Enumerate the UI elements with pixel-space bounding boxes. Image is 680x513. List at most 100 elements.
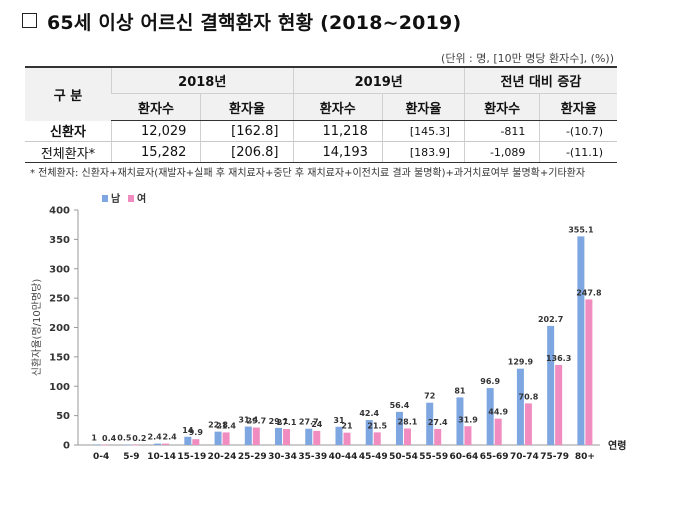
x-tick-label: 75-79 bbox=[540, 452, 569, 462]
data-label-female: 2.4 bbox=[163, 433, 178, 442]
bar-male bbox=[184, 436, 192, 445]
x-tick-label: 70-74 bbox=[510, 452, 539, 462]
x-tick-label: 50-54 bbox=[389, 452, 418, 462]
table-cell: -(11.1) bbox=[539, 141, 617, 163]
x-tick-label: 80+ bbox=[575, 452, 595, 462]
data-label-male: 14 bbox=[182, 426, 194, 435]
bar-female bbox=[403, 428, 411, 445]
header-gubun: 구 분 bbox=[25, 66, 112, 121]
bar-female bbox=[555, 364, 563, 445]
data-label-male: 31.4 bbox=[238, 416, 258, 425]
subheader-patients: 환자수 bbox=[463, 93, 540, 121]
unit-note: (단위 : 명, [10만 명당 환자수], (%)) bbox=[441, 52, 614, 65]
bar-male bbox=[244, 426, 252, 445]
bar-male bbox=[486, 388, 494, 445]
table-cell: 14,193 bbox=[292, 141, 383, 163]
subheader-rate: 환자율 bbox=[539, 93, 617, 121]
y-axis-label: 신환자율(명/10만명당) bbox=[31, 279, 43, 377]
bar-female bbox=[585, 299, 593, 445]
data-label-female: 29.7 bbox=[246, 417, 266, 426]
x-tick-label: 20-24 bbox=[208, 452, 237, 462]
table-row: 신환자 12,029 [162.8] 11,218 [145.3] -811 -… bbox=[25, 120, 617, 142]
table-cell: -811 bbox=[463, 120, 540, 142]
data-label-female: 24 bbox=[311, 420, 323, 429]
legend-label-female: 여 bbox=[137, 192, 146, 205]
bar-female bbox=[494, 418, 502, 445]
bar-male bbox=[365, 420, 373, 445]
data-label-male: 22.8 bbox=[208, 421, 228, 430]
y-tick-label: 0 bbox=[63, 441, 70, 452]
bar-female bbox=[101, 444, 109, 446]
data-label-female: 21.5 bbox=[367, 421, 387, 430]
checkbox-square-icon bbox=[22, 13, 37, 28]
table-cell: 12,029 bbox=[110, 120, 201, 142]
page-title: 65세 이상 어르신 결핵환자 현황 (2018~2019) bbox=[22, 8, 461, 35]
data-label-male: 81 bbox=[454, 386, 466, 395]
data-label-male: 2.4 bbox=[148, 433, 163, 442]
bar-female bbox=[434, 428, 442, 445]
data-label-male: 42.4 bbox=[359, 409, 379, 418]
bar-female bbox=[192, 439, 200, 445]
bar-male bbox=[547, 325, 555, 445]
subheader-patients: 환자수 bbox=[292, 93, 383, 121]
data-label-female: 27.1 bbox=[277, 418, 297, 427]
bar-male bbox=[516, 368, 524, 445]
bar-male bbox=[93, 444, 101, 446]
x-tick-label: 55-59 bbox=[419, 452, 448, 462]
data-label-female: 9.9 bbox=[189, 428, 204, 437]
bar-male bbox=[154, 443, 162, 445]
data-label-male: 129.9 bbox=[508, 358, 534, 367]
table-cell: -(10.7) bbox=[539, 120, 617, 142]
x-tick-label: 30-34 bbox=[268, 452, 297, 462]
bar-male bbox=[123, 444, 131, 446]
data-label-female: 44.9 bbox=[488, 408, 508, 417]
data-label-male: 72 bbox=[424, 392, 435, 401]
y-tick-label: 350 bbox=[49, 235, 70, 246]
footnote: * 전체환자: 신환자+재치료자(재발자+실패 후 재치료자+중단 후 재치료자… bbox=[30, 168, 586, 179]
table-cell: [162.8] bbox=[200, 120, 293, 142]
table-cell: [206.8] bbox=[200, 141, 293, 163]
bar-male bbox=[214, 431, 222, 445]
bar-female bbox=[524, 403, 532, 445]
data-label-male: 56.4 bbox=[390, 401, 410, 410]
data-label-male: 31 bbox=[333, 416, 345, 425]
bar-chart: 0 50 100 150 200 250 300 350 400 신환자율(명/10만명당) 1 0.… bbox=[31, 192, 626, 462]
header-year-2019: 2019년 bbox=[292, 66, 465, 94]
legend-swatch-female bbox=[128, 195, 134, 202]
table-cell: 11,218 bbox=[292, 120, 383, 142]
subheader-rate: 환자율 bbox=[200, 93, 293, 121]
x-axis-unit-label: 연령 bbox=[608, 439, 626, 452]
x-tick-label: 65-69 bbox=[480, 452, 509, 462]
subheader-patients: 환자수 bbox=[111, 93, 201, 121]
data-label-female: 31.9 bbox=[458, 415, 478, 424]
data-label-female: 21 bbox=[341, 422, 353, 431]
data-label-female: 0.4 bbox=[102, 434, 117, 443]
x-tick-label: 45-49 bbox=[359, 452, 388, 462]
data-label-male: 202.7 bbox=[538, 315, 563, 324]
y-tick-label: 200 bbox=[49, 323, 70, 334]
data-label-male: 1 bbox=[91, 433, 97, 442]
bar-female bbox=[222, 432, 230, 445]
y-tick-label: 100 bbox=[49, 382, 70, 393]
header-yoy-change: 전년 대비 증감 bbox=[463, 66, 617, 94]
x-tick-label: 10-14 bbox=[147, 452, 176, 462]
table-subheader-row: 환자수 환자율 환자수 환자율 환자수 환자율 bbox=[25, 93, 617, 121]
row-label: 전체환자* bbox=[25, 141, 112, 163]
bar-male bbox=[305, 428, 313, 445]
data-label-female: 27.4 bbox=[428, 418, 448, 427]
data-label-female: 21.4 bbox=[216, 421, 236, 430]
data-label-male: 355.1 bbox=[568, 225, 594, 234]
table-cell: -1,089 bbox=[463, 141, 540, 163]
x-tick-label: 40-44 bbox=[329, 452, 358, 462]
bar-female bbox=[162, 443, 170, 445]
bar-male bbox=[577, 236, 585, 445]
y-tick-label: 250 bbox=[49, 294, 70, 305]
legend-label-male: 남 bbox=[111, 192, 121, 205]
table-header-row: 구 분 2018년 2019년 전년 대비 증감 bbox=[25, 66, 617, 121]
x-tick-label: 25-29 bbox=[238, 452, 267, 462]
title-text: 65세 이상 어르신 결핵환자 현황 (2018~2019) bbox=[47, 12, 462, 34]
y-tick-label: 300 bbox=[49, 264, 70, 275]
x-tick-label: 15-19 bbox=[177, 452, 206, 462]
data-label-female: 247.8 bbox=[576, 288, 602, 297]
x-tick-label: 0-4 bbox=[93, 452, 109, 462]
